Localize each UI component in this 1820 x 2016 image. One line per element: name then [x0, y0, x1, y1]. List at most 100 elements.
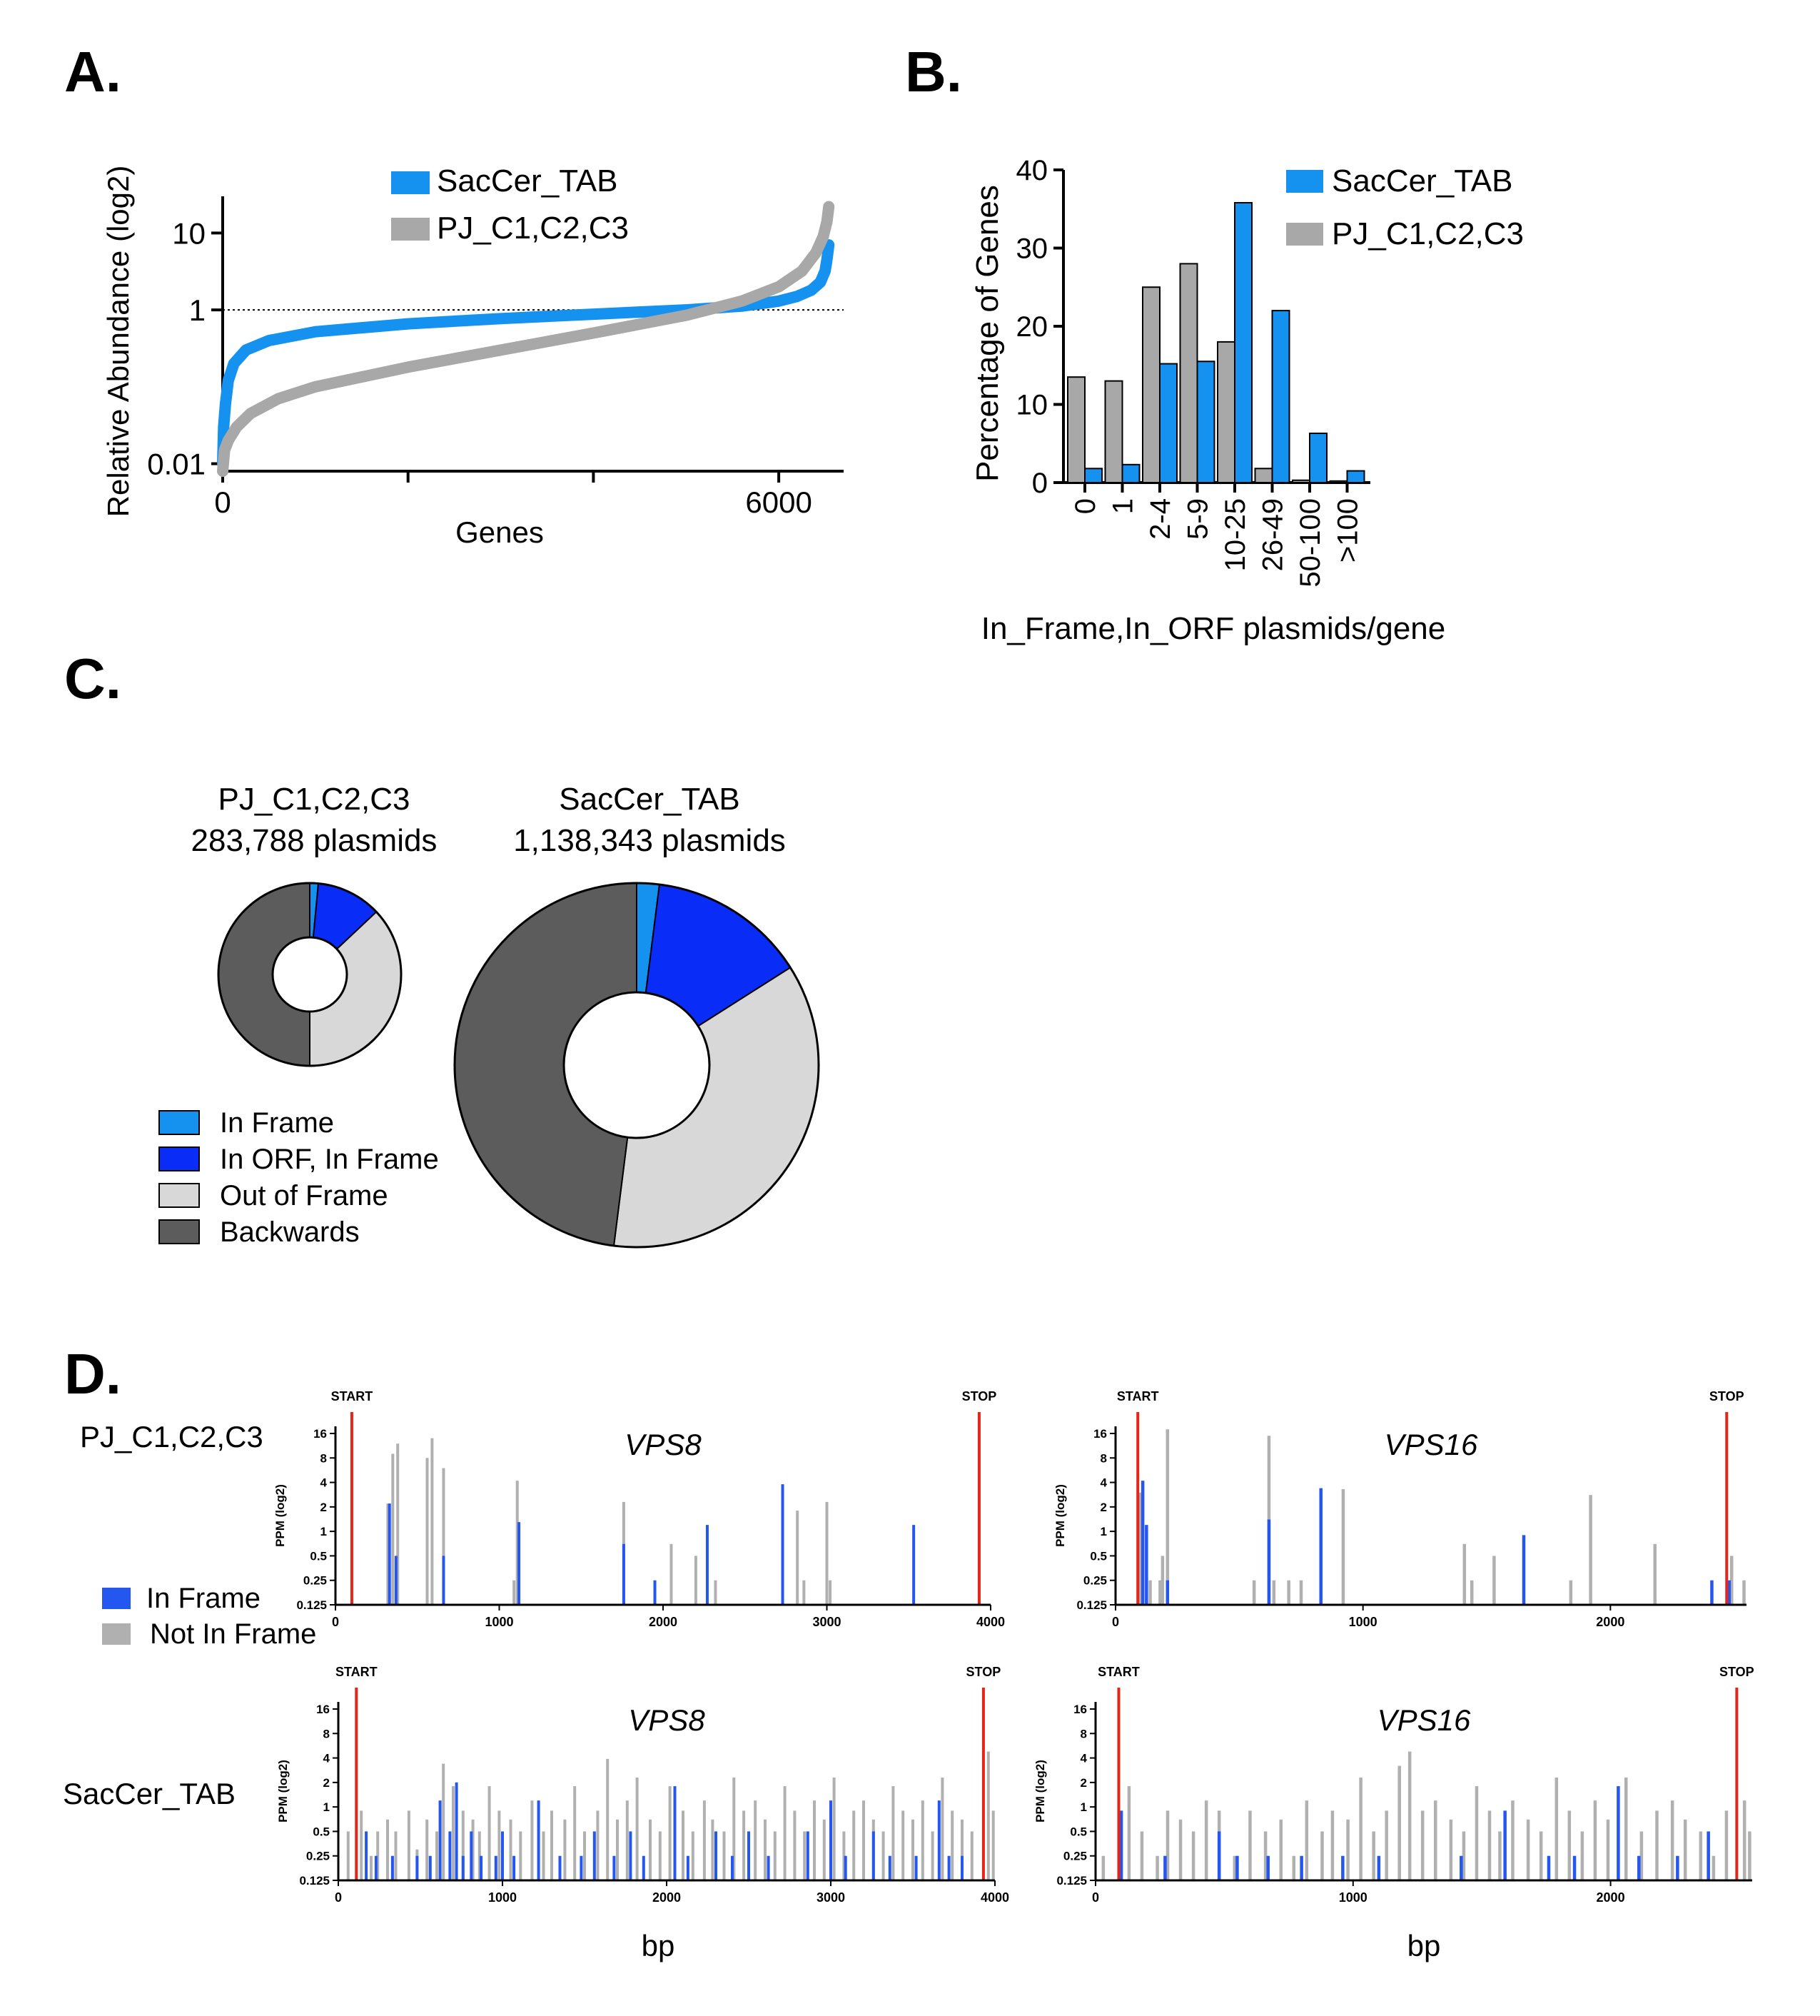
plot-vps8-pj-y-tick-label: 1	[320, 1525, 327, 1538]
plot-vps8-pj-bar-not-in-frame	[430, 1438, 434, 1605]
plot-vps8-saccer-bar-not-in-frame	[370, 1855, 373, 1880]
panel-a-legend-label-saccer: SacCer_TAB	[437, 163, 618, 198]
panel-b-x-label: In_Frame,In_ORF plasmids/gene	[981, 611, 1446, 646]
plot-vps8-saccer-bar-not-in-frame	[616, 1819, 619, 1880]
plot-vps8-pj-x-tick-label: 2000	[649, 1615, 677, 1629]
plot-vps8-saccer-bar-not-in-frame	[711, 1819, 714, 1880]
plot-vps8-saccer-bar-not-in-frame	[742, 1810, 746, 1880]
plot-vps16-saccer-bar-not-in-frame	[1511, 1800, 1515, 1880]
plot-vps16-pj-bar-not-in-frame	[1492, 1556, 1496, 1605]
plot-vps16-saccer-bar-not-in-frame	[1683, 1819, 1687, 1880]
plot-vps8-saccer-y-tick-label: 2	[323, 1776, 330, 1790]
plot-vps8-saccer-y-tick-label: 0.5	[313, 1825, 330, 1838]
plot-vps8-saccer-bar-not-in-frame	[471, 1819, 475, 1880]
plot-vps8-pj-bar-not-in-frame	[714, 1580, 717, 1605]
plot-vps8-saccer-bar-in-frame	[415, 1855, 419, 1880]
plot-vps8-saccer-bar-not-in-frame	[394, 1831, 398, 1880]
panel-b-bar-saccer-tab	[1309, 433, 1328, 484]
plot-vps16-saccer-y-tick-label: 0.25	[1063, 1850, 1087, 1863]
plot-vps8-saccer-bar-in-frame	[767, 1855, 770, 1880]
plot-vps8-saccer-bar-not-in-frame	[573, 1786, 577, 1880]
legend-swatch-backwards	[158, 1219, 200, 1244]
plot-vps16-saccer-bar-in-frame	[1572, 1855, 1577, 1880]
plot-vps16-saccer-bar-not-in-frame	[1166, 1810, 1170, 1880]
plot-vps16-pj-y-tick-label: 8	[1101, 1451, 1107, 1465]
plot-vps16-pj-bar-not-in-frame	[1252, 1580, 1256, 1605]
panel-b-bar-pj	[1104, 380, 1123, 484]
donut-pj-title: PJ_C1,C2,C3	[218, 782, 410, 817]
plot-vps8-saccer-bar-in-frame	[580, 1855, 583, 1880]
plot-vps8-saccer-bar-in-frame	[629, 1831, 632, 1880]
plot-vps8-saccer-bar-not-in-frame	[691, 1831, 694, 1880]
plot-vps8-saccer-bar-not-in-frame	[360, 1810, 363, 1880]
plot-vps16-pj-bar-in-frame	[1710, 1580, 1714, 1605]
plot-vps16-pj-bar-in-frame	[1522, 1535, 1526, 1605]
panel-a-series-pj	[217, 201, 835, 477]
panel-b-bar-pj	[1329, 480, 1348, 483]
plot-vps16-saccer-bar-not-in-frame	[1498, 1831, 1502, 1880]
plot-vps16-pj-start-label: START	[1117, 1389, 1159, 1403]
plot-vps16-saccer-bar-in-frame	[1547, 1855, 1551, 1880]
plot-vps16-saccer-stop-label: STOP	[1719, 1665, 1754, 1679]
plot-vps8-saccer-bar-not-in-frame	[583, 1831, 586, 1880]
plot-vps8-pj-y-tick-label: 4	[320, 1476, 328, 1490]
plot-vps16-saccer-bar-not-in-frame	[1305, 1800, 1309, 1880]
plot-vps16-saccer-bar-in-frame	[1676, 1855, 1679, 1880]
panel-b-x-tick-label: 5-9	[1183, 498, 1214, 540]
donut-pj-outline	[217, 882, 403, 1067]
plot-vps8-saccer-bar-not-in-frame	[550, 1810, 553, 1880]
plot-vps8-saccer-y-tick-label: 8	[323, 1727, 330, 1740]
plot-vps8-saccer-bar-not-in-frame	[435, 1831, 438, 1880]
plot-vps8-saccer-stop-label: STOP	[966, 1665, 1001, 1679]
panel-a-x-tick-label: 0	[214, 485, 231, 519]
plot-vps16-saccer-bar-not-in-frame	[1407, 1751, 1412, 1880]
plot-vps8-saccer-start-label: START	[335, 1665, 378, 1679]
plot-vps16-saccer-y-tick-label: 8	[1081, 1727, 1087, 1740]
plot-vps16-pj-bar-in-frame	[1141, 1481, 1145, 1605]
plot-vps8-saccer-bar-not-in-frame	[862, 1800, 865, 1880]
plot-vps8-pj-bar-not-in-frame	[825, 1501, 829, 1605]
plot-vps16-saccer-bar-in-frame	[1266, 1855, 1270, 1880]
plot-vps8-saccer-bar-not-in-frame	[783, 1786, 787, 1880]
plot-vps16-saccer-bar-not-in-frame	[1639, 1831, 1644, 1880]
plot-vps8-pj-bar-not-in-frame	[391, 1453, 395, 1605]
plot-vps8-saccer-bar-not-in-frame	[376, 1831, 380, 1880]
plot-vps8-saccer-bar-in-frame	[374, 1855, 378, 1880]
plot-vps16-saccer-bar-in-frame	[1377, 1855, 1381, 1880]
plot-vps16-saccer-y-tick-label: 4	[1081, 1752, 1088, 1765]
panel-a-y-tick-label: 1	[189, 293, 206, 327]
plot-vps16-saccer-bar-not-in-frame	[1101, 1855, 1106, 1880]
plot-vps16-saccer-bar-not-in-frame	[1567, 1810, 1572, 1880]
plot-vps8-pj-bar-not-in-frame	[515, 1481, 519, 1605]
plot-vps8-saccer-bar-in-frame	[844, 1855, 847, 1880]
plot-vps8-saccer-bar-not-in-frame	[773, 1831, 777, 1880]
plot-vps8-saccer-bar-not-in-frame	[530, 1800, 534, 1880]
plot-vps16-saccer-y-tick-label: 1	[1081, 1800, 1087, 1814]
plot-vps16-saccer-bar-not-in-frame	[1372, 1831, 1375, 1880]
plot-vps16-saccer-start-label: START	[1098, 1665, 1140, 1679]
plot-vps8-saccer-bar-in-frame	[494, 1855, 497, 1880]
plot-vps8-pj-y-label: PPM (log2)	[273, 1484, 287, 1547]
plot-vps8-saccer-bar-not-in-frame	[668, 1786, 672, 1880]
plot-vps16-saccer-bar-not-in-frame	[1655, 1810, 1659, 1880]
plot-vps8-saccer-bar-in-frame	[480, 1855, 483, 1880]
plot-vps8-pj-x-tick-label: 4000	[976, 1615, 1005, 1629]
plot-vps8-saccer-bar-not-in-frame	[635, 1777, 639, 1880]
plot-vps8-pj-y-tick-label: 0.25	[303, 1574, 327, 1588]
plot-vps8-saccer-bar-in-frame	[592, 1831, 596, 1880]
plot-vps8-pj-x-tick-label: 1000	[485, 1615, 513, 1629]
plot-vps16-saccer-gene-name: VPS16	[1377, 1703, 1471, 1737]
plot-vps16-pj-bar-not-in-frame	[1341, 1489, 1345, 1605]
panel-b-x-tick-label: 10-25	[1220, 498, 1251, 571]
plot-vps16-pj-bar-not-in-frame	[1653, 1543, 1657, 1605]
plot-vps8-pj-bar-not-in-frame	[669, 1543, 673, 1605]
plot-vps8-saccer-bar-not-in-frame	[803, 1831, 807, 1880]
plot-vps16-pj-x-tick-label: 1000	[1349, 1615, 1377, 1629]
plot-vps8-saccer-bar-in-frame	[537, 1800, 540, 1880]
plot-vps16-saccer-y-tick-label: 0.5	[1070, 1825, 1087, 1838]
plot-vps8-saccer-bar-not-in-frame	[407, 1810, 410, 1880]
plot-vps16-saccer-bar-not-in-frame	[1330, 1810, 1335, 1880]
plot-vps8-saccer-bar-not-in-frame	[658, 1831, 662, 1880]
plot-vps16-pj-bar-not-in-frame	[1287, 1580, 1290, 1605]
plot-vps8-saccer-bar-not-in-frame	[461, 1810, 465, 1880]
